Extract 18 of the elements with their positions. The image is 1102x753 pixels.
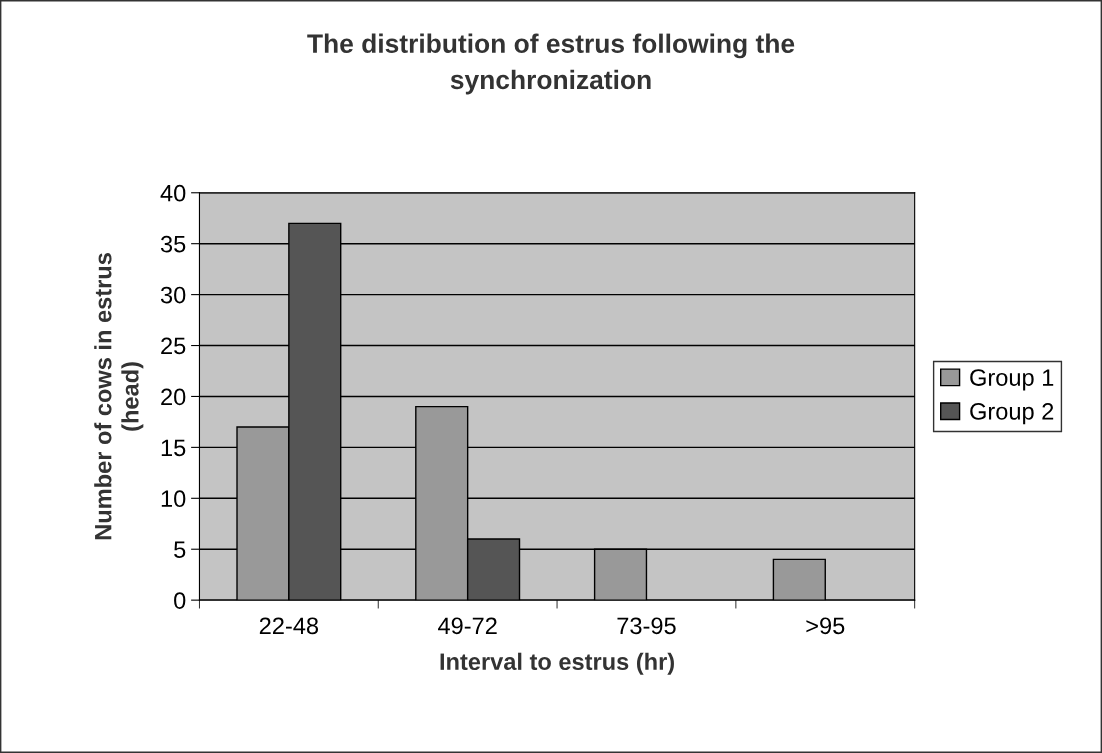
y-tick-label: 40 <box>160 184 186 202</box>
legend-label: Group 1 <box>970 369 1054 391</box>
y-tick-label: 10 <box>161 490 186 508</box>
x-tick-label: 73-95 <box>617 617 676 635</box>
x-tick-label: 22-48 <box>259 617 319 635</box>
legend-label: Group 2 <box>970 402 1054 425</box>
y-tick-label: 25 <box>161 337 186 355</box>
x-tick-label: 49-72 <box>438 617 497 635</box>
x-axis-title: Interval to estrus (hr) <box>440 652 674 675</box>
y-tick-label: 15 <box>161 439 186 457</box>
x-tick-label: >95 <box>806 617 845 635</box>
y-tick-label: 20 <box>161 388 186 406</box>
y-tick-label: 0 <box>174 592 186 609</box>
y-tick-label: 5 <box>174 541 186 559</box>
chart-title: The distribution of estrus following the synchronization <box>307 33 795 95</box>
y-axis-title: Number of cows in estrus (head) <box>94 253 144 540</box>
y-tick-label: 30 <box>160 286 186 304</box>
y-tick-label: 35 <box>160 235 186 253</box>
